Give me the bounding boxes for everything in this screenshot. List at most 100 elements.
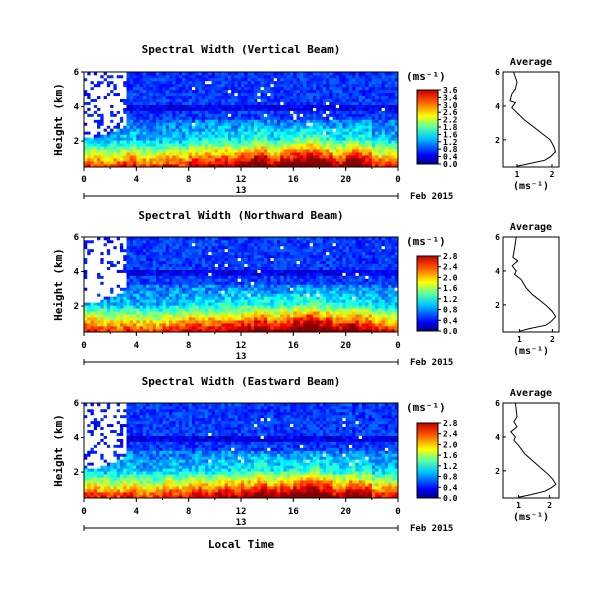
heatmap-cell bbox=[231, 92, 235, 97]
heatmap-cell bbox=[335, 125, 340, 129]
heatmap-cell bbox=[110, 248, 114, 253]
heatmap-cell bbox=[165, 296, 170, 300]
heatmap-cell bbox=[195, 86, 199, 91]
heatmap-cell bbox=[106, 269, 111, 273]
heatmap-cell bbox=[191, 275, 196, 279]
heatmap-cell bbox=[352, 77, 356, 82]
heatmap-cell bbox=[191, 260, 196, 265]
chart-title: Spectral Width (Vertical Beam) bbox=[142, 43, 341, 56]
heatmap-cell bbox=[178, 137, 183, 141]
heatmap-cell bbox=[280, 131, 284, 135]
heatmap-cell bbox=[123, 260, 127, 265]
heatmap-cell bbox=[149, 293, 153, 297]
colorbar bbox=[416, 89, 439, 165]
heatmap-cell bbox=[136, 293, 140, 297]
heatmap-cell bbox=[250, 269, 255, 273]
heatmap-cell bbox=[211, 245, 216, 250]
heatmap-cell bbox=[270, 77, 275, 82]
heatmap-cell bbox=[384, 134, 389, 138]
heatmap-cell bbox=[175, 311, 180, 315]
heatmap-cell bbox=[106, 272, 111, 276]
heatmap-cell bbox=[257, 269, 261, 273]
heatmap-cell bbox=[175, 254, 180, 259]
heatmap-cell bbox=[205, 314, 209, 318]
heatmap-cell bbox=[97, 237, 101, 241]
heatmap-cell bbox=[257, 296, 261, 300]
heatmap-cell bbox=[116, 107, 121, 111]
heatmap-cell bbox=[133, 239, 137, 244]
heatmap-cell bbox=[244, 95, 248, 100]
heatmap-cell bbox=[224, 287, 229, 291]
heatmap-cell bbox=[188, 320, 193, 324]
heatmap-cell bbox=[267, 110, 271, 114]
heatmap-cell bbox=[270, 317, 275, 321]
heatmap-cell bbox=[201, 104, 206, 108]
heatmap-cell bbox=[241, 158, 245, 162]
heatmap-cell bbox=[371, 74, 376, 79]
heatmap-cell bbox=[113, 254, 118, 259]
heatmap-cell bbox=[100, 245, 104, 250]
heatmap-cell bbox=[283, 164, 288, 168]
heatmap-cell bbox=[142, 299, 147, 303]
heatmap-cell bbox=[93, 266, 98, 270]
heatmap-cell bbox=[254, 266, 258, 270]
heatmap-cell bbox=[191, 299, 196, 303]
heatmap-cell bbox=[326, 146, 330, 150]
heatmap-cell bbox=[90, 257, 95, 262]
heatmap-cell bbox=[250, 116, 255, 120]
heatmap-cell bbox=[205, 251, 209, 256]
heatmap-cell bbox=[273, 149, 278, 153]
heatmap-cell bbox=[355, 104, 360, 108]
heatmap-cell bbox=[352, 86, 356, 91]
heatmap-cell bbox=[290, 89, 294, 94]
heatmap-cell bbox=[139, 239, 144, 244]
heatmap-cell bbox=[116, 284, 121, 288]
heatmap-cell bbox=[345, 128, 350, 132]
heatmap-cell bbox=[231, 86, 235, 91]
heatmap-cell bbox=[348, 143, 353, 147]
heatmap-cell bbox=[172, 266, 176, 270]
heatmap-cell bbox=[149, 92, 153, 97]
heatmap-cell bbox=[286, 140, 291, 144]
heatmap-cell bbox=[84, 116, 88, 120]
heatmap-cell bbox=[270, 119, 275, 123]
heatmap-cell bbox=[211, 110, 216, 114]
heatmap-cell bbox=[214, 101, 219, 105]
heatmap-cell bbox=[244, 72, 248, 76]
heatmap-cell bbox=[214, 237, 219, 241]
heatmap-cell bbox=[119, 272, 124, 276]
heatmap-cell bbox=[342, 92, 346, 97]
heatmap-cell bbox=[381, 83, 386, 88]
heatmap-cell bbox=[348, 158, 353, 162]
heatmap-cell bbox=[129, 131, 134, 135]
heatmap-cell bbox=[250, 152, 255, 156]
heatmap-cell bbox=[362, 86, 366, 91]
heatmap-cell bbox=[90, 239, 95, 244]
heatmap-cell bbox=[368, 107, 373, 111]
heatmap-cell bbox=[263, 263, 268, 267]
heatmap-cell bbox=[103, 140, 108, 144]
heatmap-cell bbox=[185, 155, 189, 159]
heatmap-cell bbox=[234, 95, 239, 100]
heatmap-cell bbox=[394, 101, 399, 105]
heatmap-cell bbox=[191, 98, 196, 102]
heatmap-cell bbox=[208, 326, 212, 330]
heatmap-cell bbox=[221, 146, 225, 150]
heatmap-cell bbox=[241, 314, 245, 318]
heatmap-cell bbox=[149, 89, 153, 94]
heatmap-cell bbox=[149, 266, 153, 270]
heatmap-cell bbox=[149, 119, 153, 123]
heatmap-cell bbox=[100, 122, 104, 126]
heatmap-cell bbox=[342, 125, 346, 129]
heatmap-cell bbox=[201, 245, 206, 250]
heatmap-cell bbox=[172, 278, 176, 282]
heatmap-cell bbox=[241, 143, 245, 147]
heatmap-cell bbox=[129, 80, 134, 85]
heatmap-cell bbox=[162, 239, 167, 244]
heatmap-cell bbox=[155, 74, 160, 79]
heatmap-cell bbox=[208, 296, 212, 300]
heatmap-cell bbox=[195, 317, 199, 321]
heatmap-cell bbox=[116, 86, 121, 91]
heatmap-cell bbox=[195, 113, 199, 117]
heatmap-cell bbox=[254, 269, 258, 273]
